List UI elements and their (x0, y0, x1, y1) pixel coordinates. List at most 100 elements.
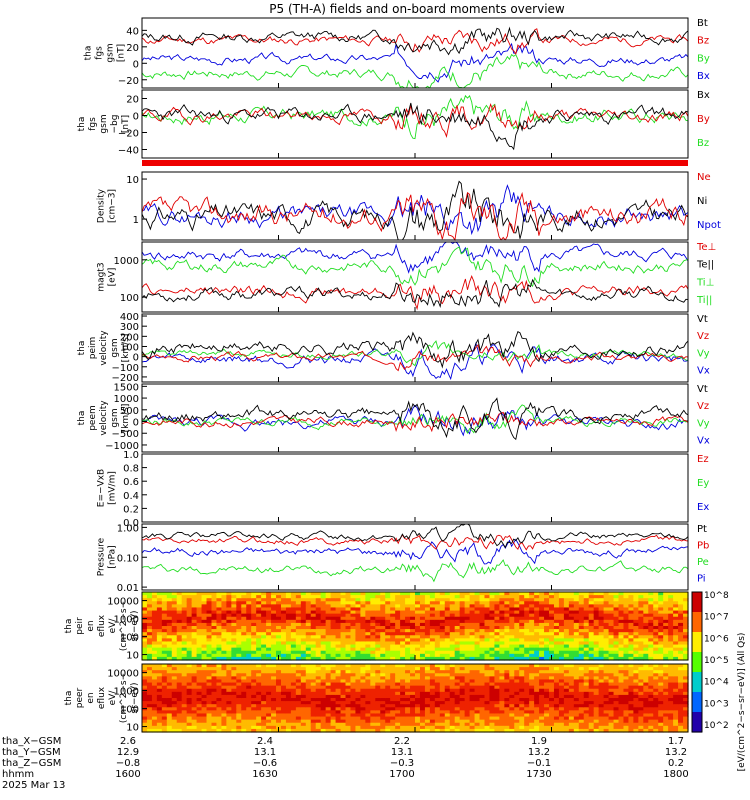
heatmap-cell (578, 682, 585, 687)
heatmap-cell (653, 725, 659, 730)
heatmap-cell (683, 592, 689, 596)
heatmap-cell (375, 635, 381, 639)
heatmap-cell (305, 629, 312, 633)
heatmap-cell (216, 722, 223, 727)
heatmap-cell (449, 694, 456, 699)
heatmap-cell (251, 622, 257, 627)
heatmap-cell (375, 694, 381, 699)
heatmap-cell (653, 601, 659, 605)
heatmap-cell (276, 688, 282, 693)
heatmap-cell (290, 613, 297, 618)
heatmap-cell (310, 707, 317, 711)
heatmap-cell (370, 673, 376, 677)
heatmap-cell (568, 688, 575, 693)
heatmap-cell (613, 641, 620, 646)
heatmap-cell (578, 604, 585, 609)
ytick-label: −20 (118, 129, 139, 140)
heatmap-cell (424, 722, 431, 727)
heatmap-cell (330, 694, 337, 699)
heatmap-cell (151, 704, 158, 708)
heatmap-cell (603, 626, 610, 630)
heatmap-cell (400, 698, 406, 702)
heatmap-cell (350, 725, 357, 730)
heatmap-cell (454, 679, 461, 684)
heatmap-cell (628, 694, 634, 699)
heatmap-cell (603, 601, 610, 605)
heatmap-cell (146, 691, 153, 696)
heatmap-cell (429, 619, 436, 624)
heatmap-cell (519, 635, 525, 639)
heatmap-cell (504, 647, 510, 652)
heatmap-cell (355, 601, 361, 605)
heatmap-cell (290, 629, 297, 633)
heatmap-cell (320, 691, 327, 696)
heatmap-cell (549, 704, 555, 708)
heatmap-cell (663, 626, 669, 630)
heatmap-cell (345, 613, 352, 618)
heatmap-cell (588, 619, 595, 624)
heatmap-cell (623, 722, 630, 727)
heatmap-cell (226, 595, 232, 599)
heatmap-cell (618, 644, 625, 649)
heatmap-cell (181, 676, 188, 681)
heatmap-cell (146, 713, 153, 718)
ytick-label: 40 (126, 26, 139, 37)
heatmap-cell (156, 719, 163, 724)
heatmap-cell (479, 644, 486, 649)
heatmap-cell (663, 610, 669, 615)
heatmap-cell (226, 653, 232, 658)
heatmap-cell (171, 716, 178, 721)
heatmap-cell (345, 638, 352, 643)
heatmap-cell (544, 598, 550, 602)
heatmap-cell (390, 601, 396, 605)
heatmap-cell (226, 704, 232, 708)
heatmap-cell (509, 704, 515, 708)
heatmap-cell (434, 613, 441, 618)
heatmap-cell (256, 653, 262, 658)
heatmap-cell (568, 653, 575, 658)
heatmap-cell (603, 650, 610, 655)
heatmap-cell (191, 685, 198, 690)
heatmap-cell (251, 653, 257, 658)
series-Ni-line (141, 180, 689, 241)
heatmap-cell (648, 685, 654, 690)
heatmap-cell (380, 691, 386, 696)
heatmap-cell (415, 629, 421, 633)
heatmap-cell (429, 664, 436, 668)
heatmap-cell (663, 607, 669, 612)
heatmap-cell (300, 604, 307, 609)
heatmap-cell (588, 691, 595, 696)
heatmap-cell (206, 679, 213, 684)
heatmap-cell (653, 704, 659, 708)
heatmap-cell (340, 622, 347, 627)
heatmap-cell (256, 676, 262, 681)
legend-Vy: Vy (697, 348, 710, 359)
heatmap-cell (454, 619, 461, 624)
heatmap-cell (558, 670, 565, 674)
heatmap-cell (226, 728, 232, 733)
heatmap-cell (285, 601, 292, 605)
heatmap-cell (370, 632, 376, 636)
heatmap-cell (504, 601, 510, 605)
heatmap-cell (464, 610, 471, 615)
heatmap-cell (484, 604, 491, 609)
ytick-label: 1 (133, 215, 139, 226)
heatmap-cell (385, 653, 391, 658)
heatmap-cell (469, 725, 476, 730)
heatmap-cell (395, 679, 401, 684)
heatmap-cell (429, 698, 436, 702)
heatmap-cell (261, 622, 267, 627)
heatmap-cell (643, 698, 649, 702)
heatmap-cell (553, 670, 560, 674)
heatmap-cell (241, 679, 247, 684)
heatmap-cell (434, 728, 441, 733)
heatmap-cell (380, 722, 386, 727)
heatmap-cell (320, 685, 327, 690)
heatmap-cell (166, 632, 173, 636)
heatmap-cell (613, 653, 620, 658)
heatmap-cell (539, 707, 545, 711)
heatmap-cell (504, 653, 510, 658)
heatmap-cell (410, 679, 416, 684)
heatmap-cell (355, 670, 361, 674)
heatmap-cell (285, 632, 292, 636)
